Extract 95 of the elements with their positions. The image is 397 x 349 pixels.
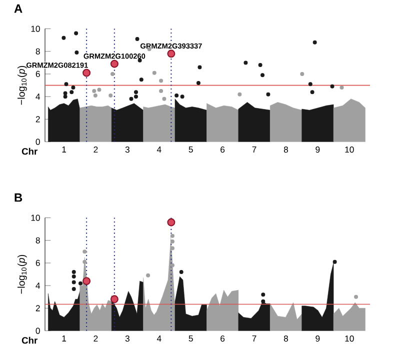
x-tick-label: 5 xyxy=(188,146,193,153)
point xyxy=(97,88,102,92)
y-tick-label: 2 xyxy=(36,116,40,122)
point xyxy=(152,70,156,75)
point xyxy=(198,65,202,70)
point xyxy=(354,294,358,299)
point xyxy=(167,50,176,58)
x-tick-label: 6 xyxy=(220,336,225,342)
x-tick-label: 10 xyxy=(345,146,354,153)
x-tick-label: 2 xyxy=(94,146,98,153)
chart-title: A xyxy=(14,4,22,13)
point xyxy=(93,94,98,98)
point xyxy=(162,96,166,101)
point xyxy=(310,90,314,94)
point xyxy=(82,250,87,254)
point xyxy=(134,94,138,99)
point xyxy=(139,78,144,82)
point xyxy=(74,50,79,55)
x-tick-label: 4 xyxy=(156,146,162,153)
point xyxy=(82,68,91,77)
x-tick-label: 6 xyxy=(220,146,225,153)
point xyxy=(170,246,174,250)
point xyxy=(260,73,265,78)
x-tick-label: 9 xyxy=(316,146,320,153)
x-tick-label: 3 xyxy=(125,146,130,153)
point xyxy=(63,91,68,96)
y-tick-label: 10 xyxy=(31,214,40,221)
point xyxy=(238,92,242,96)
x-tick-label: 7 xyxy=(252,146,256,153)
x-tick-label: 4 xyxy=(156,336,162,342)
point xyxy=(332,260,337,264)
point xyxy=(167,218,176,226)
point xyxy=(62,36,66,40)
point xyxy=(266,92,270,96)
point xyxy=(146,274,150,278)
point xyxy=(179,270,184,274)
point xyxy=(74,31,78,36)
point xyxy=(258,63,262,68)
y-tick-label: 0 xyxy=(36,138,40,145)
point xyxy=(72,280,76,284)
x-tick-label: 2 xyxy=(94,336,98,342)
point xyxy=(71,86,76,90)
point xyxy=(180,94,184,99)
point xyxy=(170,234,174,238)
point xyxy=(64,82,68,86)
point xyxy=(170,263,174,268)
y-tick-label: 0 xyxy=(36,328,40,334)
point xyxy=(159,78,164,83)
y-tick-label: 4 xyxy=(36,94,40,100)
point xyxy=(110,60,118,68)
y-tick-label: 8 xyxy=(36,48,40,55)
point xyxy=(82,260,87,264)
point xyxy=(134,90,138,94)
y-tick-label: 6 xyxy=(36,71,40,78)
point xyxy=(135,37,140,42)
x-tick-label: 7 xyxy=(252,336,256,342)
point xyxy=(300,72,304,76)
y-tick-label: 6 xyxy=(36,260,40,266)
point xyxy=(72,270,76,274)
x-tick-label: 1 xyxy=(62,146,66,153)
x-axis-title: Chr xyxy=(22,148,38,155)
point xyxy=(82,277,91,286)
point xyxy=(110,72,115,76)
point xyxy=(174,94,179,98)
y-tick-label: 4 xyxy=(36,282,40,289)
y-tick-label: 8 xyxy=(36,237,40,244)
x-tick-label: 5 xyxy=(188,336,193,342)
point xyxy=(196,81,200,86)
point xyxy=(70,90,74,94)
point xyxy=(63,94,68,99)
x-tick-label: 8 xyxy=(284,146,288,153)
point xyxy=(312,40,317,44)
point xyxy=(340,86,344,90)
point xyxy=(78,281,83,286)
point xyxy=(308,82,312,86)
x-axis-title: Chr xyxy=(22,336,38,344)
point xyxy=(110,295,118,304)
point xyxy=(72,287,76,292)
x-tick-label: 3 xyxy=(125,336,130,342)
x-tick-label: 9 xyxy=(316,336,320,342)
point xyxy=(92,89,96,94)
point xyxy=(244,60,248,65)
point xyxy=(129,96,134,101)
x-tick-label: 8 xyxy=(284,336,288,342)
point xyxy=(72,274,76,279)
y-tick-label: 10 xyxy=(31,26,40,32)
point xyxy=(170,240,174,244)
point xyxy=(108,94,113,98)
x-tick-label: 10 xyxy=(345,336,354,342)
point xyxy=(330,84,334,89)
point xyxy=(261,292,266,297)
point xyxy=(159,89,164,94)
y-tick-label: 2 xyxy=(36,305,40,312)
x-tick-label: 1 xyxy=(62,336,66,342)
chart-title: B xyxy=(14,194,22,202)
